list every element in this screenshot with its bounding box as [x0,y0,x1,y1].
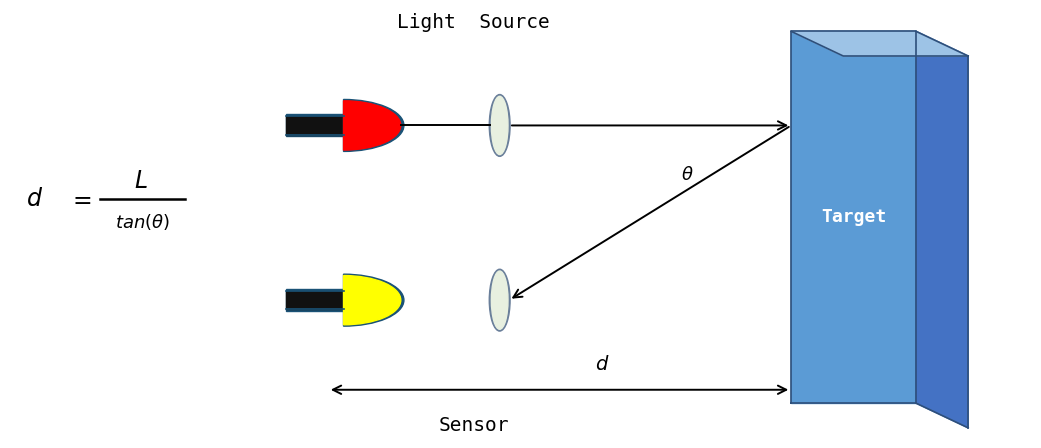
Wedge shape [344,276,401,325]
Text: $L$: $L$ [133,169,148,194]
Text: Target: Target [821,208,886,226]
Ellipse shape [491,271,508,329]
Polygon shape [286,114,347,137]
Text: θ: θ [682,166,692,184]
Polygon shape [791,31,916,403]
Polygon shape [791,31,968,56]
Text: $tan(\theta)$: $tan(\theta)$ [116,212,170,232]
Bar [286,291,344,310]
Text: $=$: $=$ [68,187,92,211]
Ellipse shape [489,269,510,331]
Wedge shape [344,274,404,326]
Wedge shape [344,101,401,150]
Wedge shape [344,99,404,151]
Text: Sensor: Sensor [438,416,509,435]
Ellipse shape [489,95,510,156]
Text: Light  Source: Light Source [398,13,550,32]
Ellipse shape [491,96,508,155]
Text: d: d [595,355,607,374]
Bar [286,116,344,135]
Polygon shape [286,289,347,311]
Polygon shape [916,31,968,428]
Text: $d$: $d$ [26,187,43,211]
